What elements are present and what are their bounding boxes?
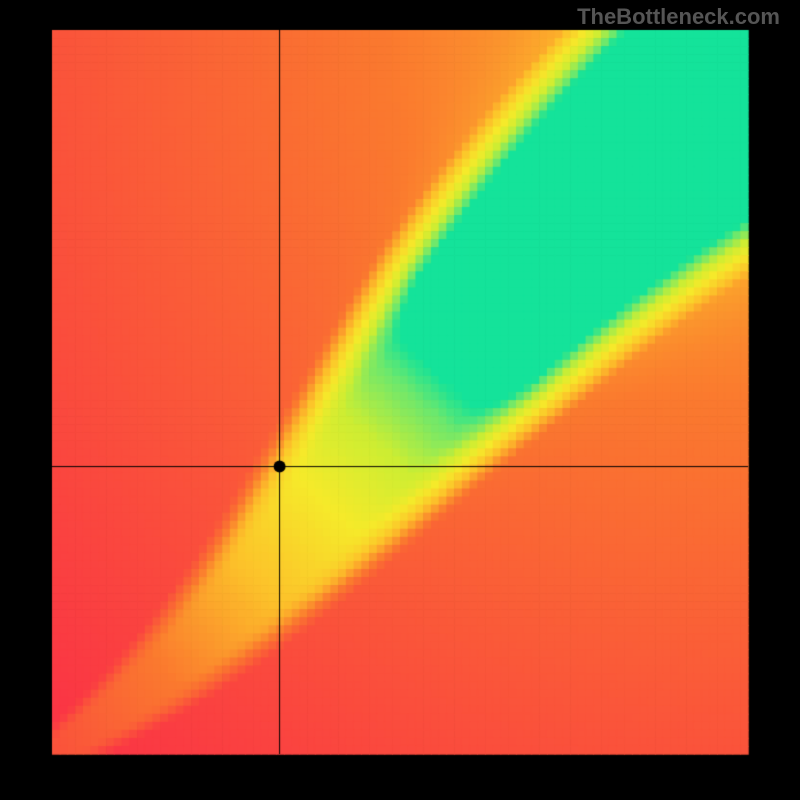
chart-container: TheBottleneck.com xyxy=(0,0,800,800)
heatmap-canvas xyxy=(0,0,800,800)
watermark-text: TheBottleneck.com xyxy=(577,4,780,30)
